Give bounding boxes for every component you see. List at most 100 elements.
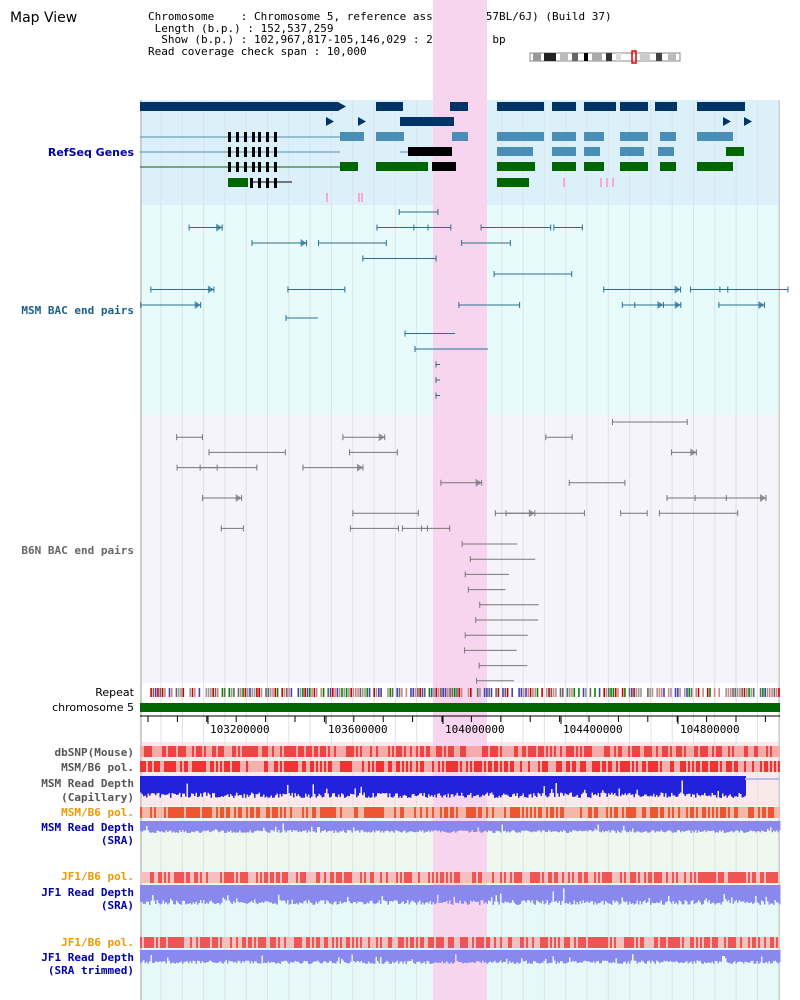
msm-b6-pol-heat xyxy=(394,761,396,772)
msm-depth-sra-bar xyxy=(300,821,302,833)
dbsnp-heat xyxy=(540,746,542,757)
dbsnp-heat xyxy=(756,746,758,757)
jf1-depth-sra-bar xyxy=(233,885,235,902)
msm-b6-pol-sra-heat xyxy=(454,807,456,818)
jf1-depth-trimmed-bar xyxy=(581,950,583,964)
jf1-depth-sra-bar xyxy=(720,885,722,905)
msm-b6-pol-sra-heat xyxy=(356,807,358,818)
jf1-depth-trimmed-bar xyxy=(438,950,440,963)
repeat-element xyxy=(458,688,461,697)
dbsnp-heat xyxy=(592,746,594,757)
repeat-element xyxy=(585,688,587,697)
msm-depth-capillary-bar xyxy=(495,776,497,798)
msm-depth-capillary-bar xyxy=(306,776,308,797)
track-label-b6n-bac[interactable]: B6N BAC end pairs xyxy=(21,544,134,557)
jf1-b6-pol-trimmed-heat xyxy=(374,937,376,948)
jf1-depth-sra-bar xyxy=(591,885,593,901)
jf1-b6-pol-heat xyxy=(558,872,560,883)
jf1-depth-trimmed-bar xyxy=(558,950,560,964)
jf1-b6-pol-trimmed-heat xyxy=(580,937,582,948)
msm-b6-pol-sra-heat xyxy=(700,807,702,818)
msm-b6-pol-heat xyxy=(350,761,352,772)
msm-depth-capillary-bar xyxy=(359,776,361,794)
chromosome-bar xyxy=(140,703,780,712)
jf1-depth-sra-bar xyxy=(612,885,614,901)
jf1-b6-pol-trimmed-heat xyxy=(582,937,584,948)
jf1-depth-trimmed-bar xyxy=(429,950,431,964)
jf1-b6-pol-heat xyxy=(748,872,750,883)
jf1-depth-trimmed-bar xyxy=(351,950,353,955)
msm-depth-sra-bar xyxy=(534,821,536,832)
msm-depth-capillary-bar xyxy=(465,776,467,798)
jf1-depth-trimmed-bar xyxy=(341,950,343,959)
msm-b6-pol-heat xyxy=(576,761,578,772)
dbsnp-heat xyxy=(240,746,242,757)
msm-depth-sra-bar xyxy=(270,821,272,831)
msm-b6-pol-heat xyxy=(626,761,628,772)
jf1-b6-pol-trimmed-heat xyxy=(690,937,692,948)
msm-b6-pol-sra-heat xyxy=(262,807,264,818)
jf1-depth-trimmed-bar xyxy=(386,950,388,961)
jf1-b6-pol-heat xyxy=(610,872,612,883)
jf1-depth-sra-bar xyxy=(216,885,218,904)
msm-depth-capillary-bar xyxy=(594,776,596,795)
msm-depth-capillary-bar xyxy=(141,776,143,795)
track-label-refseq[interactable]: RefSeq Genes xyxy=(47,146,134,159)
jf1-depth-sra-bar xyxy=(183,885,185,901)
jf1-depth-sra-bar xyxy=(500,885,502,894)
msm-depth-sra-bar xyxy=(681,821,683,831)
msm-depth-sra-bar xyxy=(618,821,620,833)
msm-b6-pol-heat xyxy=(388,761,390,772)
msm-b6-pol-sra-heat xyxy=(656,807,658,818)
jf1-depth-trimmed-bar xyxy=(167,950,169,958)
msm-depth-sra-bar xyxy=(692,821,694,831)
jf1-depth-sra-bar xyxy=(231,885,233,905)
jf1-b6-pol-trimmed-heat xyxy=(744,937,746,948)
jf1-depth-sra-bar xyxy=(327,885,329,902)
msm-depth-capillary-bar xyxy=(582,776,584,793)
jf1-depth-trimmed-bar xyxy=(221,950,223,963)
msm-depth-sra-bar xyxy=(488,821,490,831)
msm-depth-sra-bar xyxy=(176,821,178,833)
jf1-depth-sra-bar xyxy=(480,885,482,901)
msm-depth-sra-bar xyxy=(401,821,403,833)
msm-depth-sra-bar xyxy=(543,821,545,831)
msm-depth-sra-bar xyxy=(326,821,328,833)
dbsnp-heat xyxy=(424,746,426,757)
jf1-b6-pol-trimmed-heat xyxy=(510,937,512,948)
msm-depth-sra-bar xyxy=(246,821,248,833)
repeat-element xyxy=(486,688,488,697)
jf1-b6-pol-heat xyxy=(590,872,592,883)
track-label-msm-bac[interactable]: MSM BAC end pairs xyxy=(21,304,134,317)
msm-b6-pol-sra-heat xyxy=(232,807,234,818)
dbsnp-heat xyxy=(246,746,248,757)
jf1-b6-pol-heat xyxy=(158,872,160,883)
msm-depth-capillary-bar xyxy=(536,776,538,798)
dbsnp-heat xyxy=(460,746,462,757)
msm-b6-pol-sra-heat xyxy=(506,807,508,818)
msm-depth-capillary-bar xyxy=(467,776,469,795)
msm-depth-capillary-bar xyxy=(317,776,319,797)
msm-b6-pol-heat xyxy=(444,761,446,772)
jf1-depth-trimmed-bar xyxy=(195,950,197,964)
jf1-b6-pol-trimmed-heat xyxy=(668,937,670,948)
msm-depth-sra-bar xyxy=(227,821,229,832)
msm-depth-sra-bar xyxy=(188,821,190,833)
repeat-element xyxy=(617,688,619,697)
jf1-depth-trimmed-bar xyxy=(384,950,386,963)
msm-b6-pol-heat xyxy=(368,761,370,772)
jf1-depth-trimmed-bar xyxy=(332,950,334,964)
jf1-b6-pol-heat xyxy=(762,872,764,883)
dbsnp-heat xyxy=(672,746,674,757)
msm-b6-pol-heat xyxy=(294,761,296,772)
jf1-depth-sra-bar xyxy=(419,885,421,901)
jf1-depth-sra-bar xyxy=(626,885,628,902)
msm-depth-capillary-bar xyxy=(353,776,355,795)
msm-depth-capillary-bar xyxy=(219,776,221,798)
msm-b6-pol-sra-heat xyxy=(570,807,572,818)
jf1-depth-trimmed-bar xyxy=(615,950,617,959)
ideogram-band xyxy=(616,53,621,61)
msm-depth-capillary-bar xyxy=(611,776,613,793)
msm-b6-pol-sra-heat xyxy=(338,807,340,818)
